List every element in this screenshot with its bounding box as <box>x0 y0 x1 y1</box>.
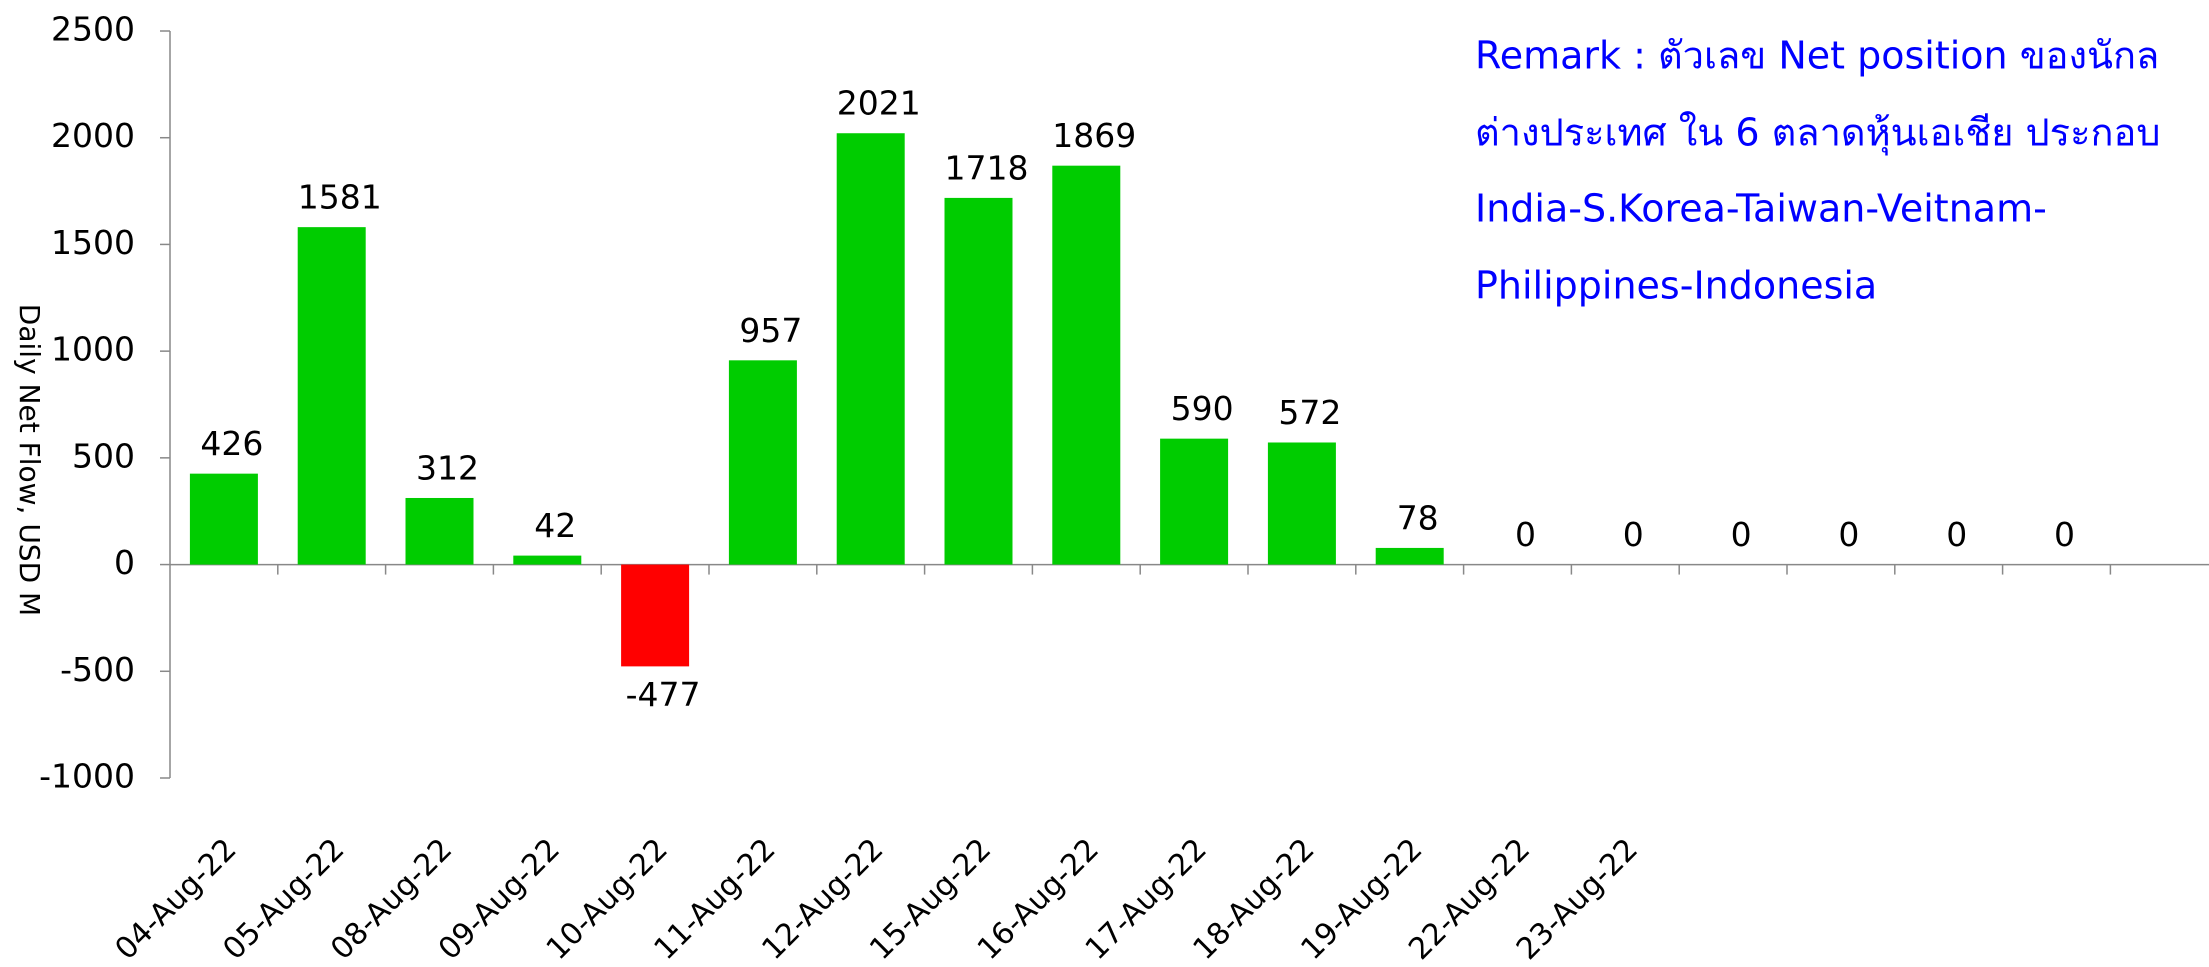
data-label: -477 <box>626 675 701 714</box>
bar <box>1375 547 1444 565</box>
data-label: 0 <box>2054 515 2075 554</box>
bar <box>405 497 474 565</box>
y-tick-label: -500 <box>60 650 135 689</box>
y-tick-label: 1500 <box>51 223 135 262</box>
bar <box>621 564 690 667</box>
y-tick-label: 0 <box>114 543 135 582</box>
data-label: 0 <box>1946 515 1967 554</box>
y-tick-label: 2000 <box>51 116 135 155</box>
data-label: 78 <box>1397 498 1439 537</box>
data-label: 572 <box>1278 393 1341 432</box>
y-tick-label: 500 <box>72 436 135 475</box>
data-label: 0 <box>1838 515 1859 554</box>
y-tick-label: 1000 <box>51 330 135 369</box>
data-label: 42 <box>534 506 576 545</box>
bar <box>1052 165 1121 565</box>
bar <box>728 360 797 565</box>
y-tick-label: 2500 <box>51 10 135 49</box>
data-label: 590 <box>1171 389 1234 428</box>
data-label: 0 <box>1731 515 1752 554</box>
data-label: 1869 <box>1052 116 1136 155</box>
y-tick-label: -1000 <box>39 757 135 796</box>
bar <box>189 473 258 565</box>
data-label: 957 <box>739 311 802 350</box>
y-axis-label: Daily Net Flow, USD M <box>13 304 46 616</box>
data-label: 312 <box>416 448 479 487</box>
data-label: 426 <box>200 424 263 463</box>
remark-line: ต่างประเทศ ใน 6 ตลาดหุ้นเอเชีย ประกอบ <box>1475 111 2160 156</box>
remark-line: India-S.Korea-Taiwan-Veitnam- <box>1475 187 2047 231</box>
bar <box>836 133 905 565</box>
bar <box>1160 438 1229 565</box>
data-label: 0 <box>1515 515 1536 554</box>
bar <box>513 555 582 565</box>
bar <box>1267 442 1336 565</box>
data-label: 0 <box>1623 515 1644 554</box>
bar <box>944 197 1013 565</box>
remark-line: Remark : ตัวเลข Net position ของนักล <box>1475 34 2159 78</box>
data-label: 1581 <box>298 178 382 217</box>
bar <box>297 227 366 565</box>
data-label: 1718 <box>945 148 1029 187</box>
data-label: 2021 <box>837 84 921 123</box>
remark-line: Philippines-Indonesia <box>1475 264 1877 308</box>
